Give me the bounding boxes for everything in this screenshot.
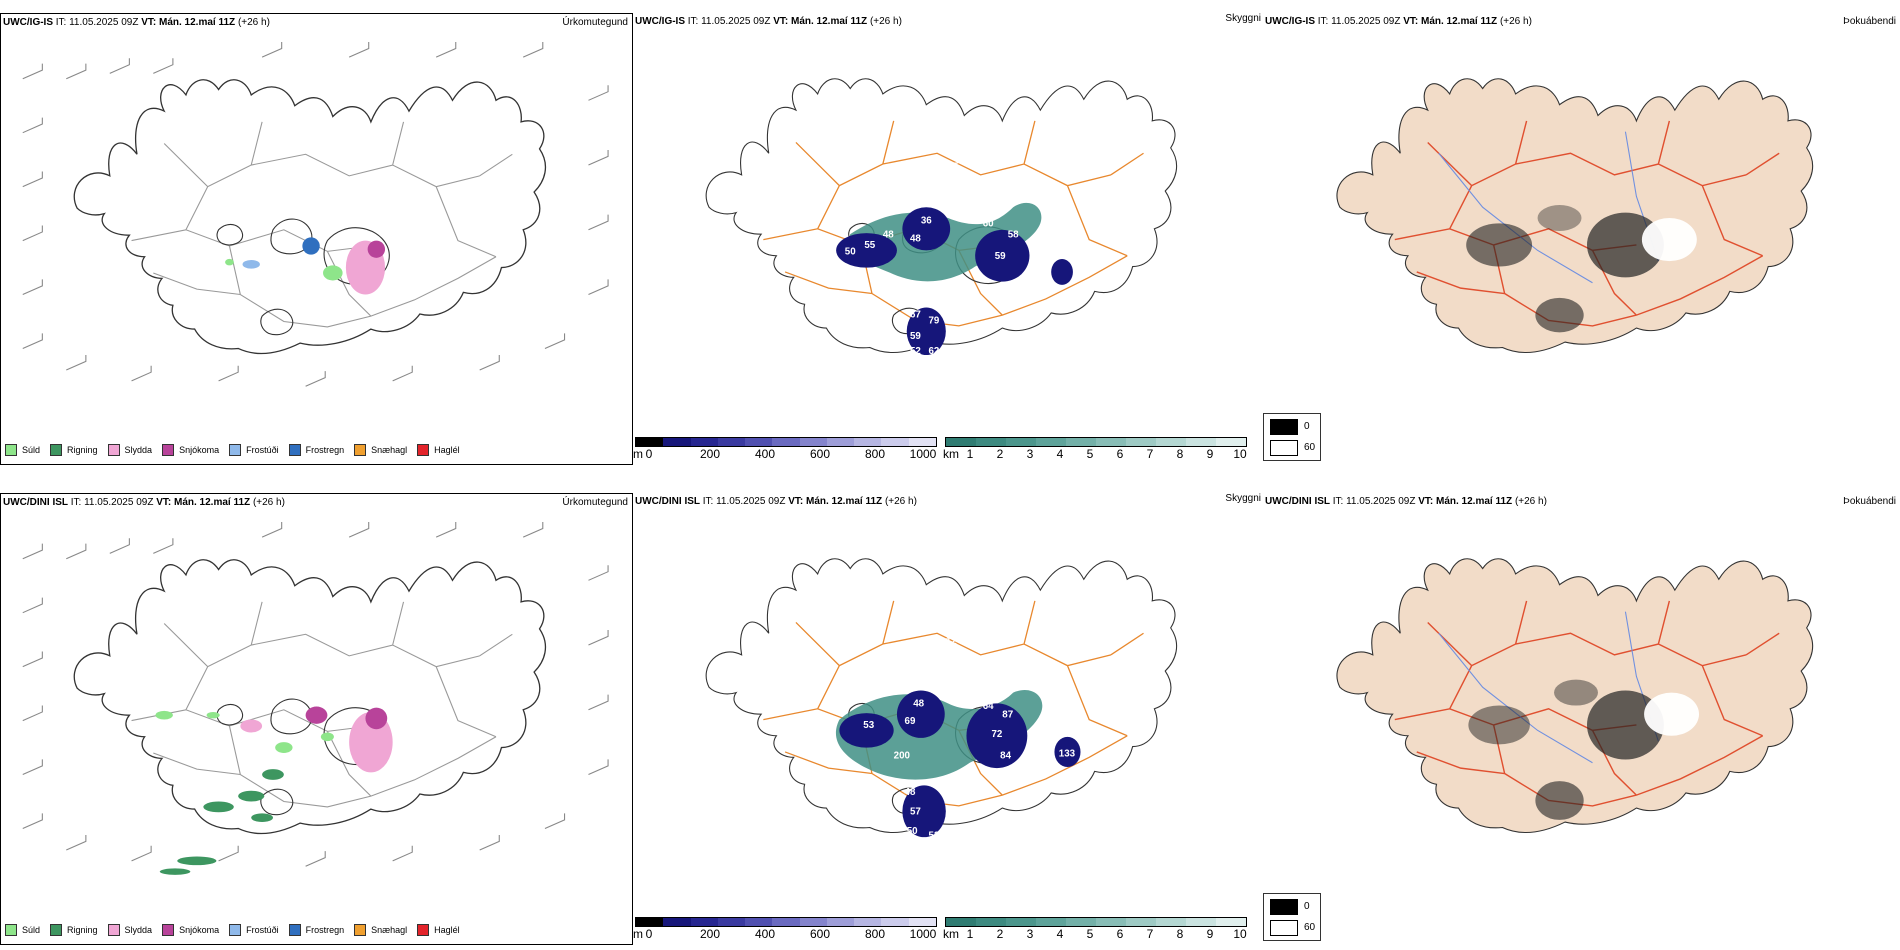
legend-swatch bbox=[162, 924, 175, 936]
legend-swatch bbox=[5, 924, 17, 936]
cloud-map-bottom bbox=[705, 558, 1178, 838]
legend-swatch bbox=[229, 444, 242, 456]
legend-swatch bbox=[50, 924, 63, 936]
fog-swatch-60 bbox=[1270, 440, 1298, 456]
legend-swatch bbox=[50, 444, 63, 456]
legend-swatch bbox=[162, 444, 175, 456]
visibility-colorbar-bottom: km 1 2 3 4 5 6 7 8 9 10 bbox=[943, 917, 1247, 941]
cloud-header-bottom: UWC/DINI ISL IT: 11.05.2025 09Z VT: Mán.… bbox=[635, 496, 917, 507]
ceiling-unit: m bbox=[633, 927, 643, 941]
visibility-unit: km bbox=[943, 447, 959, 461]
fog-legend-top: 0 60 bbox=[1263, 413, 1321, 461]
fog-swatch-60 bbox=[1270, 920, 1298, 936]
precip-map-bottom bbox=[22, 522, 609, 875]
ceiling-colorbar-labels: 0 200 400 600 800 1000 bbox=[645, 447, 937, 461]
legend-item-snjokoma: Snjókoma bbox=[162, 924, 219, 936]
legend-swatch bbox=[354, 444, 367, 456]
legend-item-haglel: Haglél bbox=[417, 444, 460, 456]
cloud-title-bottom: Skyggni bbox=[1225, 493, 1261, 504]
visibility-colorbar-labels: 1 2 3 4 5 6 7 8 9 10 bbox=[966, 927, 1247, 941]
legend-item-frostudi: Frostúði bbox=[229, 444, 279, 456]
legend-swatch bbox=[107, 444, 120, 456]
legend-item-slydda: Slydda bbox=[107, 444, 152, 456]
fog-legend-label-60: 60 bbox=[1304, 442, 1316, 453]
fog-swatch-0 bbox=[1270, 899, 1298, 915]
precip-panel-bottom: UWC/DINI ISL IT: 11.05.2025 09Z VT: Mán.… bbox=[0, 493, 633, 945]
legend-item-haglel: Haglél bbox=[417, 924, 460, 936]
fog-header-top: UWC/IG-IS IT: 11.05.2025 09Z VT: Mán. 12… bbox=[1265, 16, 1532, 27]
legend-swatch bbox=[229, 924, 242, 936]
legend-item-frostregn: Frostregn bbox=[288, 924, 344, 936]
legend-swatch bbox=[107, 924, 120, 936]
visibility-colorbar-top: km 1 2 3 4 5 6 7 8 9 10 bbox=[943, 437, 1247, 461]
fog-map-top bbox=[1336, 78, 1814, 353]
fog-legend-label-60: 60 bbox=[1304, 922, 1316, 933]
visibility-unit: km bbox=[943, 927, 959, 941]
fog-map-bottom bbox=[1336, 558, 1814, 833]
precip-title-top: Úrkomutegund bbox=[562, 17, 628, 28]
precip-legend-top: Súld Rigning Slydda Snjókoma Frostúði Fr… bbox=[5, 444, 460, 456]
ceiling-colorbar-labels: 0 200 400 600 800 1000 bbox=[645, 927, 937, 941]
legend-item-snjokoma: Snjókoma bbox=[162, 444, 219, 456]
fog-swatch-0 bbox=[1270, 419, 1298, 435]
precip-panel-top: UWC/IG-IS IT: 11.05.2025 09Z VT: Mán. 12… bbox=[0, 13, 633, 465]
precip-title-bottom: Úrkomutegund bbox=[562, 497, 628, 508]
legend-item-rigning: Rigning bbox=[50, 444, 98, 456]
legend-item-snaehagl: Snæhagl bbox=[354, 444, 407, 456]
visibility-colorbar-swatches bbox=[945, 917, 1247, 927]
legend-item-slydda: Slydda bbox=[107, 924, 152, 936]
legend-swatch bbox=[288, 444, 301, 456]
fog-title-bottom: Þokuábendi bbox=[1843, 496, 1896, 507]
legend-item-snaehagl: Snæhagl bbox=[354, 924, 407, 936]
visibility-colorbar-swatches bbox=[945, 437, 1247, 447]
precip-legend-bottom: Súld Rigning Slydda Snjókoma Frostúði Fr… bbox=[5, 924, 460, 936]
precip-header-bottom: UWC/DINI ISL IT: 11.05.2025 09Z VT: Mán.… bbox=[3, 497, 285, 508]
fog-legend-label-0: 0 bbox=[1304, 421, 1310, 432]
legend-swatch bbox=[288, 924, 301, 936]
precip-map-top bbox=[22, 42, 609, 387]
fog-header-bottom: UWC/DINI ISL IT: 11.05.2025 09Z VT: Mán.… bbox=[1265, 496, 1547, 507]
fog-legend-bottom: 0 60 bbox=[1263, 893, 1321, 941]
ceiling-unit: m bbox=[633, 447, 643, 461]
legend-swatch bbox=[5, 444, 17, 456]
legend-item-rigning: Rigning bbox=[50, 924, 98, 936]
ceiling-colorbar-bottom: m 0 200 400 600 800 1000 bbox=[633, 917, 937, 941]
fog-panel-bottom: UWC/DINI ISL IT: 11.05.2025 09Z VT: Mán.… bbox=[1263, 493, 1900, 945]
legend-swatch bbox=[417, 924, 430, 936]
visibility-colorbar-labels: 1 2 3 4 5 6 7 8 9 10 bbox=[966, 447, 1247, 461]
ceiling-colorbar-swatches bbox=[635, 917, 937, 927]
precip-header-top: UWC/IG-IS IT: 11.05.2025 09Z VT: Mán. 12… bbox=[3, 17, 270, 28]
cloud-header-top: UWC/IG-IS IT: 11.05.2025 09Z VT: Mán. 12… bbox=[635, 16, 902, 27]
fog-panel-top: UWC/IG-IS IT: 11.05.2025 09Z VT: Mán. 12… bbox=[1263, 13, 1900, 465]
legend-item-suld: Súld bbox=[5, 924, 40, 936]
cloud-panel-bottom: UWC/DINI ISL IT: 11.05.2025 09Z VT: Mán.… bbox=[633, 493, 1263, 945]
legend-swatch bbox=[354, 924, 367, 936]
legend-item-frostregn: Frostregn bbox=[288, 444, 344, 456]
legend-item-suld: Súld bbox=[5, 444, 40, 456]
ceiling-colorbar-swatches bbox=[635, 437, 937, 447]
cloud-title-top: Skyggni bbox=[1225, 13, 1261, 24]
legend-swatch bbox=[417, 444, 430, 456]
cloud-map-top bbox=[705, 78, 1178, 356]
ceiling-colorbar-top: m 0 200 400 600 800 1000 bbox=[633, 437, 937, 461]
legend-item-frostudi: Frostúði bbox=[229, 924, 279, 936]
fog-legend-label-0: 0 bbox=[1304, 901, 1310, 912]
cloud-panel-top: UWC/IG-IS IT: 11.05.2025 09Z VT: Mán. 12… bbox=[633, 13, 1263, 465]
fog-title-top: Þokuábendi bbox=[1843, 16, 1896, 27]
